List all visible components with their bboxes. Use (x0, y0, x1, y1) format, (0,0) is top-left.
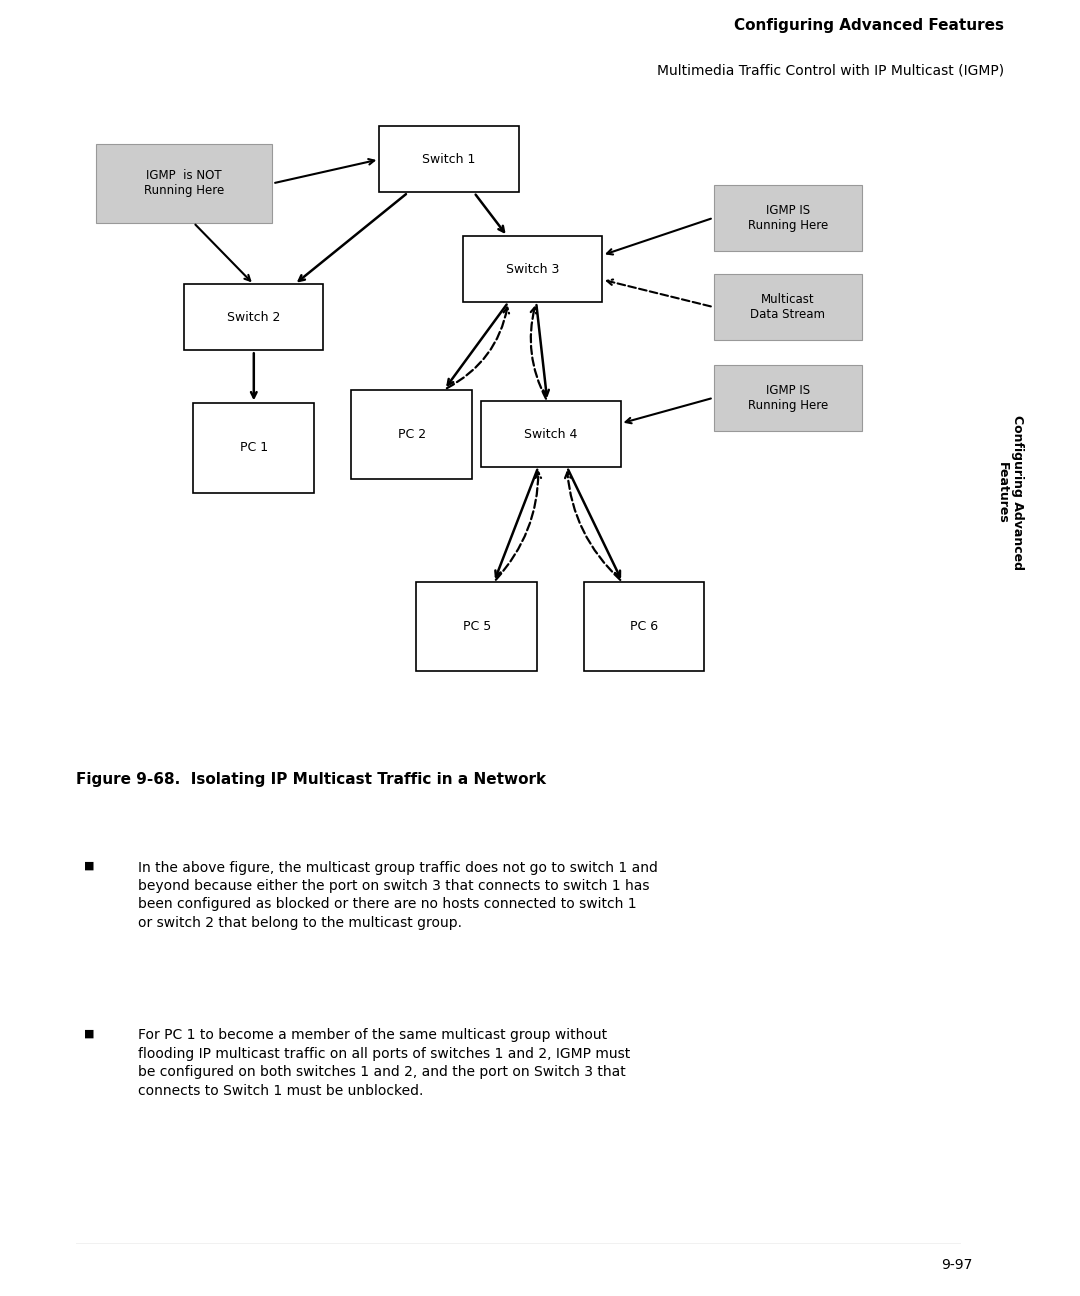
Text: In the above figure, the multicast group traffic does not go to switch 1 and
bey: In the above figure, the multicast group… (137, 861, 658, 929)
FancyBboxPatch shape (463, 236, 603, 302)
Text: Switch 3: Switch 3 (505, 263, 559, 276)
FancyBboxPatch shape (379, 127, 518, 192)
Text: IGMP IS
Running Here: IGMP IS Running Here (747, 203, 828, 232)
Text: Multimedia Traffic Control with IP Multicast (IGMP): Multimedia Traffic Control with IP Multi… (658, 64, 1004, 78)
Text: PC 6: PC 6 (630, 619, 658, 632)
FancyBboxPatch shape (184, 284, 324, 350)
Text: PC 5: PC 5 (462, 619, 490, 632)
Text: For PC 1 to become a member of the same multicast group without
flooding IP mult: For PC 1 to become a member of the same … (137, 1029, 630, 1098)
FancyBboxPatch shape (351, 390, 472, 478)
Text: Multicast
Data Stream: Multicast Data Stream (751, 293, 825, 321)
Text: Figure 9-68.  Isolating IP Multicast Traffic in a Network: Figure 9-68. Isolating IP Multicast Traf… (76, 772, 545, 787)
Text: Configuring Advanced
Features: Configuring Advanced Features (996, 415, 1024, 570)
Text: PC 1: PC 1 (240, 442, 268, 455)
Text: 9-97: 9-97 (941, 1258, 972, 1271)
FancyBboxPatch shape (714, 275, 862, 340)
Text: ■: ■ (84, 861, 95, 871)
Text: PC 2: PC 2 (397, 428, 426, 441)
FancyBboxPatch shape (714, 185, 862, 250)
FancyBboxPatch shape (583, 582, 704, 671)
Text: Switch 2: Switch 2 (227, 311, 281, 324)
Text: IGMP IS
Running Here: IGMP IS Running Here (747, 384, 828, 412)
FancyBboxPatch shape (417, 582, 537, 671)
FancyBboxPatch shape (193, 403, 314, 492)
FancyBboxPatch shape (96, 144, 272, 223)
Text: IGMP  is NOT
Running Here: IGMP is NOT Running Here (144, 170, 225, 197)
Text: Switch 1: Switch 1 (422, 153, 475, 166)
Text: Switch 4: Switch 4 (524, 428, 578, 441)
FancyBboxPatch shape (482, 402, 621, 467)
Text: ■: ■ (84, 1029, 95, 1038)
Text: Configuring Advanced Features: Configuring Advanced Features (734, 18, 1004, 34)
FancyBboxPatch shape (714, 364, 862, 430)
